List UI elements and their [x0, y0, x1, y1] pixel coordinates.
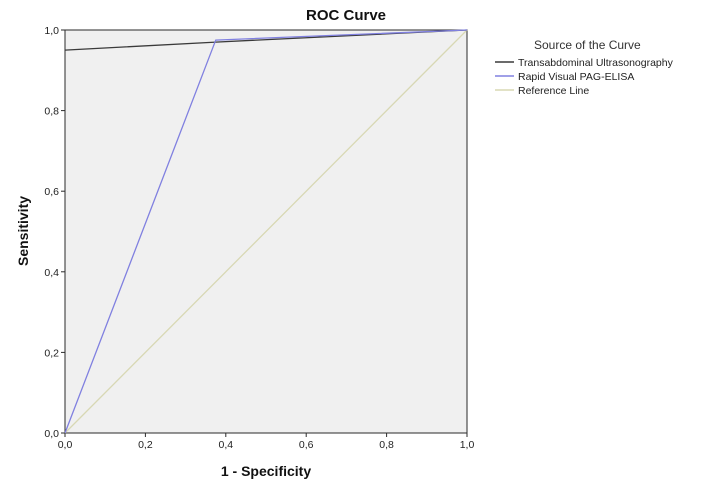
y-tick-label-3: 0,6: [44, 186, 59, 198]
y-tick-label-4: 0,8: [44, 106, 59, 118]
legend-label-1: Rapid Visual PAG-ELISA: [518, 71, 634, 83]
legend-items: Transabdominal Ultrasonography Rapid Visu…: [495, 57, 674, 97]
series-line-0: [64, 29, 468, 51]
y-axis-ticks: 0,0 0,2 0,4 0,6 0,8 1,0: [44, 25, 65, 440]
legend-title: Source of the Curve: [534, 38, 641, 52]
x-axis-label: 1 - Specificity: [221, 463, 311, 479]
x-tick-label-0: 0,0: [58, 439, 73, 451]
series-layer: [64, 29, 468, 434]
y-axis-label: Sensitivity: [15, 196, 31, 266]
x-tick-label-4: 0,8: [379, 439, 394, 451]
x-axis-ticks: 0,0 0,2 0,4 0,6 0,8 1,0: [58, 433, 475, 451]
y-tick-label-5: 1,0: [44, 25, 59, 37]
x-tick-label-1: 0,2: [138, 439, 153, 451]
y-tick-label-0: 0,0: [44, 428, 59, 440]
y-tick-label-1: 0,2: [44, 347, 59, 359]
chart-title: ROC Curve: [306, 7, 386, 24]
series-line-1: [64, 29, 468, 434]
legend-label-2: Reference Line: [518, 85, 589, 97]
x-tick-label-5: 1,0: [460, 439, 475, 451]
series-line-2: [64, 29, 468, 434]
legend-label-0: Transabdominal Ultrasonography: [518, 57, 674, 69]
legend: Source of the Curve Transabdominal Ultra…: [495, 38, 674, 97]
x-tick-label-3: 0,6: [299, 439, 314, 451]
x-tick-label-2: 0,4: [218, 439, 233, 451]
y-tick-label-2: 0,4: [44, 267, 59, 279]
